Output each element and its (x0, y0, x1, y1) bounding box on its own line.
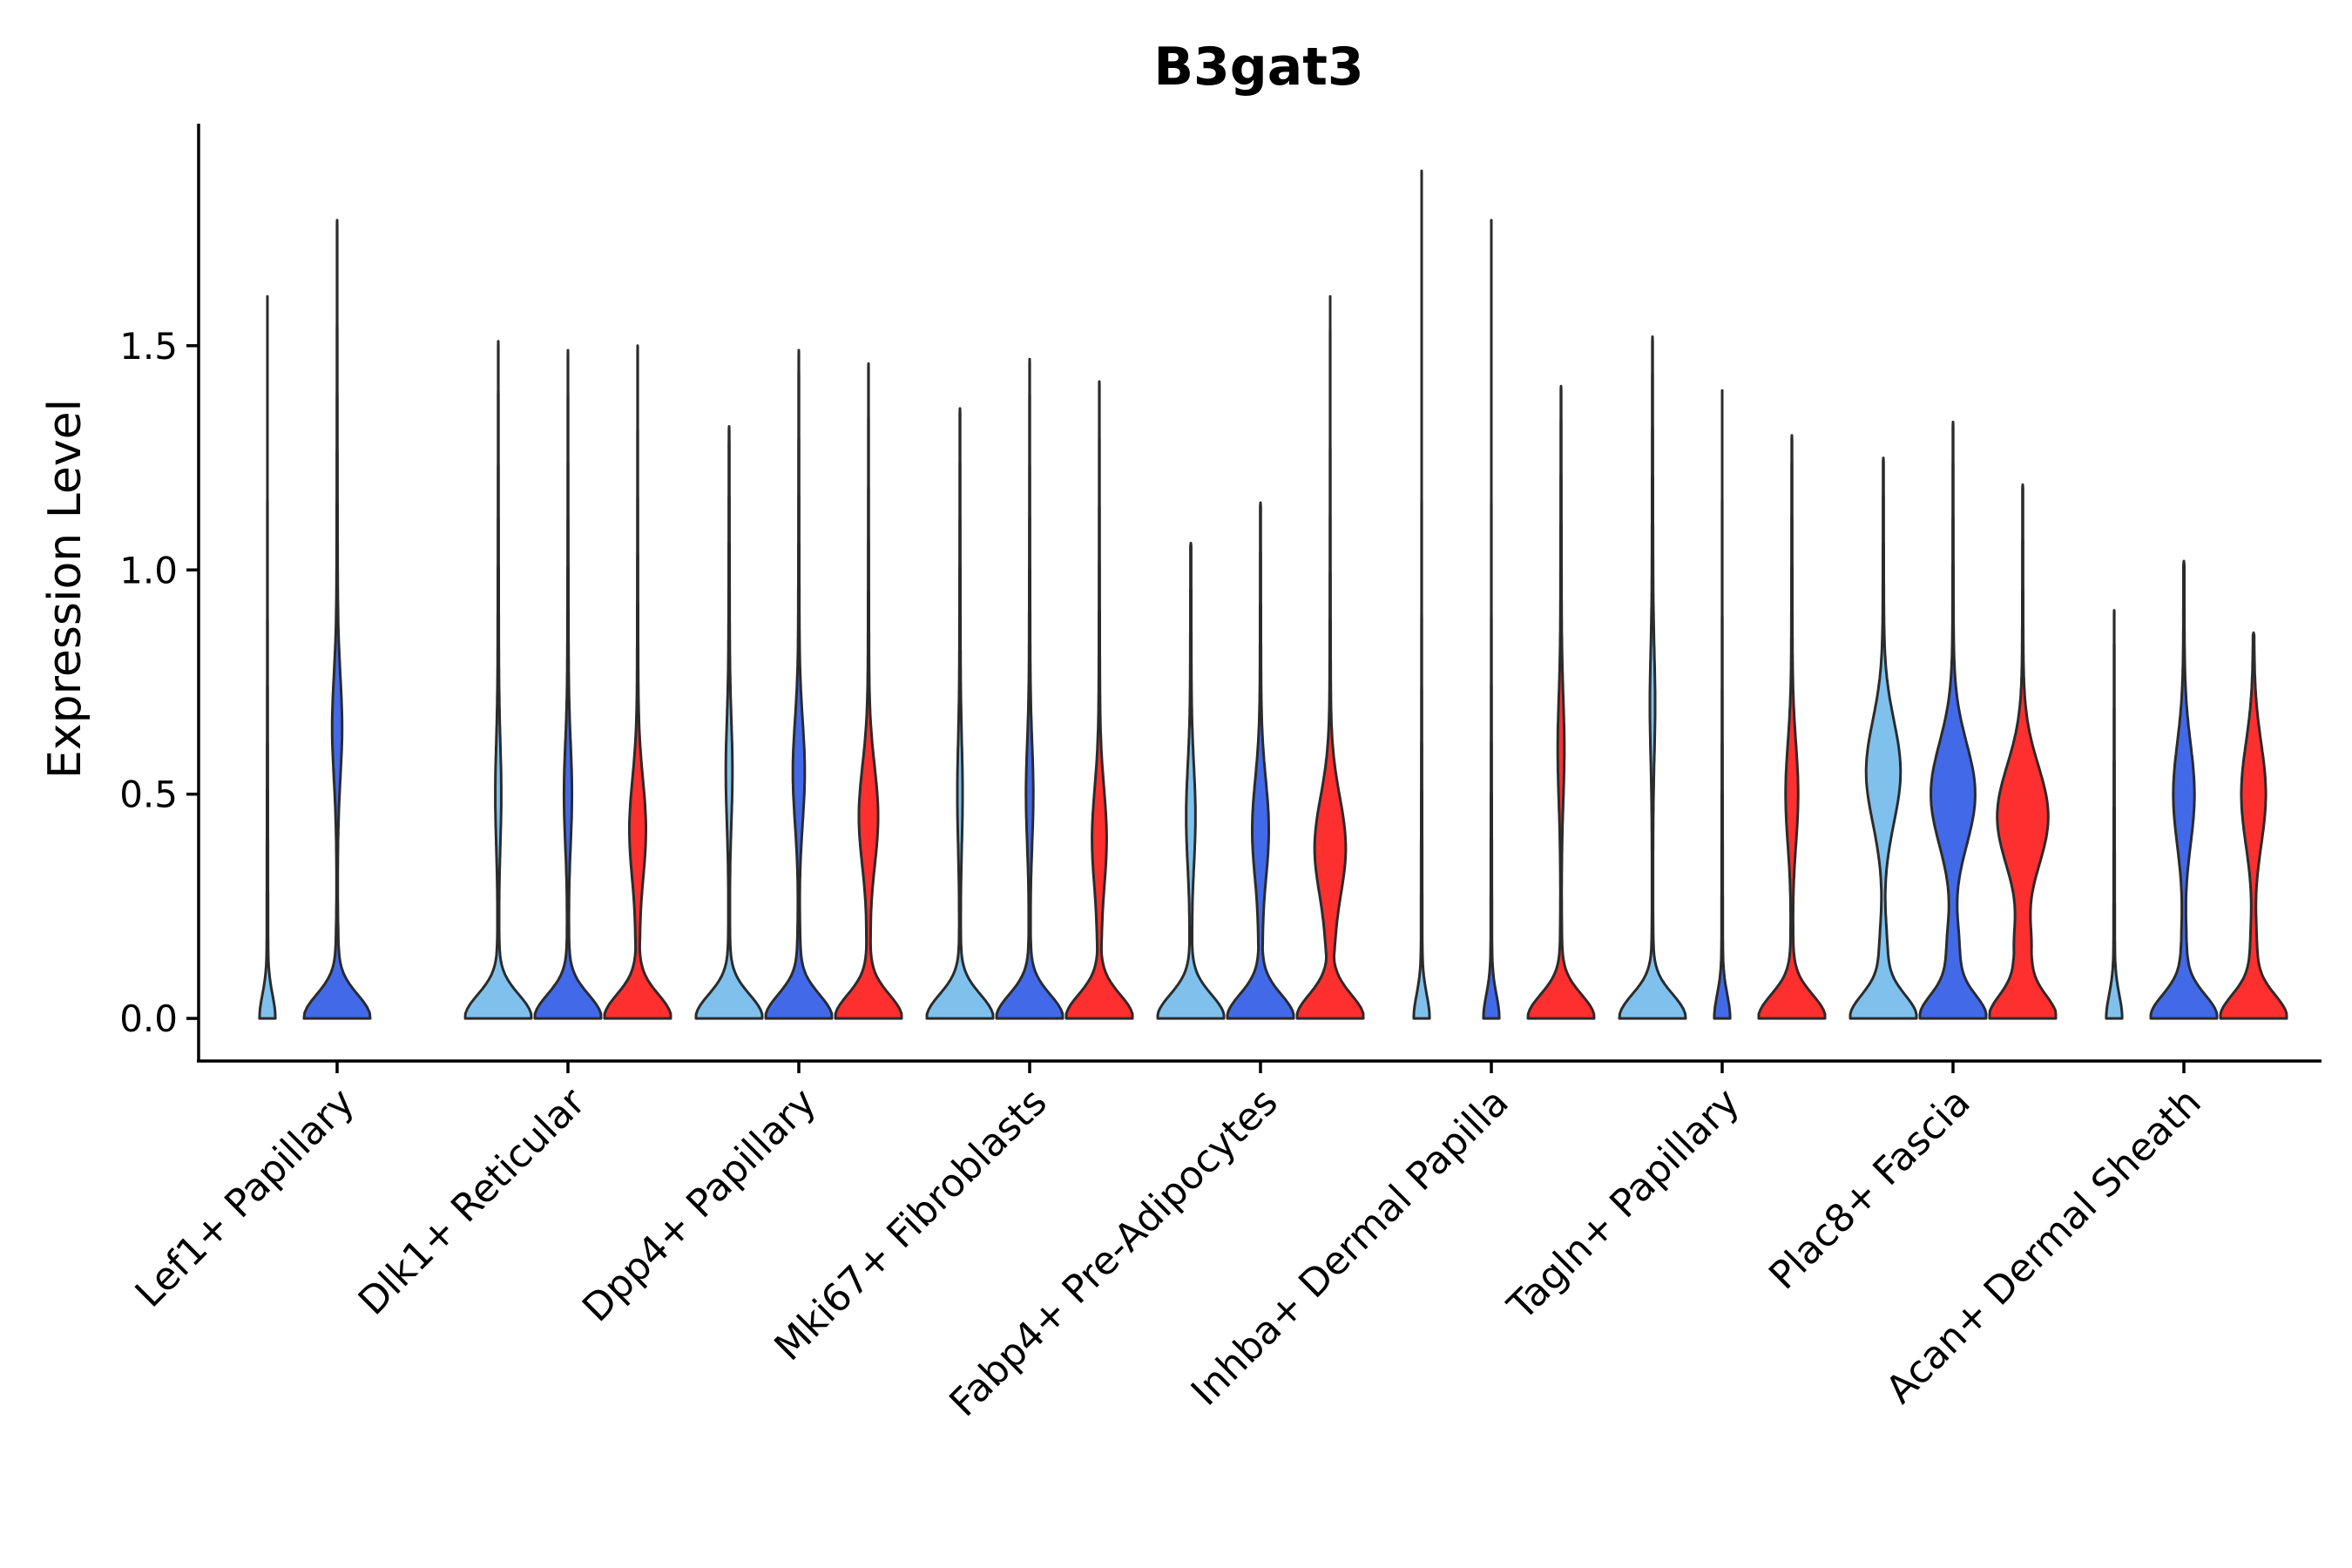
violin-group_3-4 (1295, 294, 1365, 1020)
violin-group_1-2 (694, 425, 764, 1020)
chart-title: B3gat3 (1153, 37, 1363, 98)
x-tick-label: Plac8+ Fascia (1761, 1080, 1979, 1299)
y-tick-label: 1.5 (119, 325, 178, 368)
violin-group_1-7 (1848, 456, 1918, 1020)
violin-group_2-4 (1226, 501, 1295, 1020)
violin-group_3-7 (1988, 483, 2058, 1020)
violin-group_3-8 (2219, 631, 2288, 1020)
violin-group_1-4 (1156, 541, 1226, 1020)
y-axis-ticks: 0.0 0.5 1.0 1.5 (119, 325, 199, 1040)
violin-group_3-5 (1526, 384, 1596, 1020)
x-tick-label: Lef1+ Papillary (127, 1080, 363, 1316)
violin-group_1-5 (1412, 169, 1431, 1020)
violin-group_2-2 (764, 348, 834, 1020)
violin-group_2-6 (1713, 389, 1732, 1020)
x-tick-label: Dpp4+ Papillary (574, 1080, 825, 1331)
violin-group_1-3 (925, 407, 995, 1020)
violin-layer (258, 169, 2288, 1020)
y-tick-label: 1.0 (119, 549, 178, 591)
violin-group_2-7 (1918, 420, 1988, 1020)
y-tick-label: 0.5 (119, 774, 178, 816)
violin-group_3-2 (834, 362, 903, 1020)
y-tick-label: 0.0 (119, 997, 178, 1040)
violin-group_2-5 (1482, 219, 1501, 1020)
violin-group_3-3 (1064, 380, 1134, 1020)
violin-group_2-1 (533, 348, 603, 1020)
violin-group_3-6 (1757, 434, 1827, 1020)
violin-group_3-1 (603, 344, 672, 1020)
violin-group_1-6 (1618, 335, 1687, 1020)
violin-group_1-0 (258, 294, 277, 1020)
violin-group_1-8 (2105, 609, 2124, 1020)
x-tick-label: Dlk1+ Reticular (350, 1079, 595, 1324)
violin-group_2-8 (2149, 559, 2219, 1020)
violin-group_1-1 (463, 340, 533, 1020)
x-tick-label: Tagln+ Papillary (1499, 1080, 1748, 1329)
y-axis-label: Expression Level (39, 399, 91, 779)
violin-group_2-3 (995, 357, 1064, 1020)
violin-group_2-0 (302, 219, 372, 1020)
